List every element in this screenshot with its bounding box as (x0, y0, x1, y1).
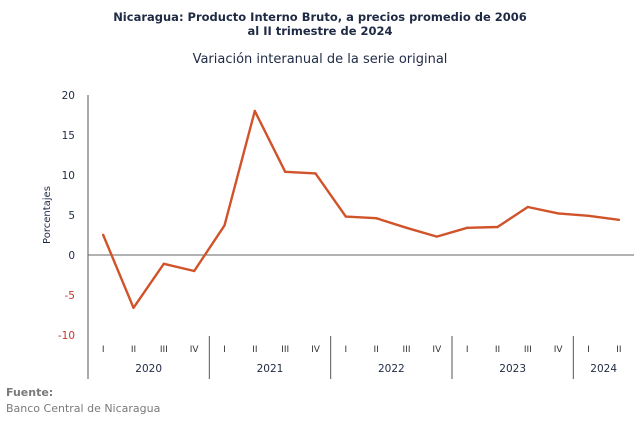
x-tick-label: II (616, 345, 621, 355)
y-tick-label: -10 (58, 330, 75, 342)
x-tick-label: IV (311, 345, 321, 355)
chart-title-line1: Nicaragua: Producto Interno Bruto, a pre… (113, 10, 527, 24)
x-year-label: 2022 (378, 363, 405, 375)
data-point (556, 212, 560, 215)
series-line (101, 109, 620, 309)
y-tick-label: 10 (62, 170, 75, 182)
y-axis-label: Porcentajes (42, 186, 53, 244)
data-point (314, 172, 317, 175)
y-tick-label: 0 (68, 250, 75, 262)
data-point (405, 226, 408, 229)
x-tick-label: III (160, 345, 168, 355)
x-year-label: 2020 (135, 363, 162, 375)
x-tick-label: III (403, 345, 411, 355)
x-tick-label: I (466, 345, 469, 355)
x-tick-label: II (252, 345, 257, 355)
data-point (101, 233, 105, 237)
x-tick-label: I (345, 345, 348, 355)
x-tick-label: II (495, 345, 500, 355)
x-tick-label: I (587, 345, 590, 355)
source-label: Fuente: (6, 386, 54, 399)
source-text: Banco Central de Nicaragua (6, 402, 161, 415)
chart-subtitle: Variación interanual de la serie origina… (192, 52, 448, 67)
data-point (192, 269, 196, 273)
x-tick-label: III (281, 345, 289, 355)
chart-title-line2: al II trimestre de 2024 (247, 24, 393, 38)
data-point (253, 109, 257, 113)
data-point (374, 217, 378, 220)
x-year-label: 2021 (257, 363, 284, 375)
y-tick-label: 5 (68, 210, 75, 222)
x-year-label: 2024 (590, 363, 617, 375)
data-point (435, 235, 439, 238)
x-year-label: 2023 (499, 363, 526, 375)
y-tick-label: 15 (62, 130, 75, 142)
data-point (283, 170, 287, 173)
x-tick-label: IV (554, 345, 564, 355)
data-point (162, 262, 166, 265)
y-tick-label: 20 (62, 90, 75, 102)
data-point (465, 226, 469, 229)
x-tick-label: IV (432, 345, 442, 355)
x-tick-label: IV (190, 345, 200, 355)
data-point (223, 224, 226, 227)
y-tick-label: -5 (65, 290, 75, 302)
x-tick-label: II (374, 345, 379, 355)
x-tick-label: II (131, 345, 136, 355)
x-tick-label: I (223, 345, 226, 355)
data-point (526, 205, 530, 209)
data-point (587, 214, 590, 217)
x-tick-label: I (102, 345, 105, 355)
data-point (496, 225, 499, 229)
data-point (132, 306, 135, 309)
data-point (617, 218, 621, 221)
data-point (344, 215, 348, 218)
x-tick-label: III (524, 345, 532, 355)
